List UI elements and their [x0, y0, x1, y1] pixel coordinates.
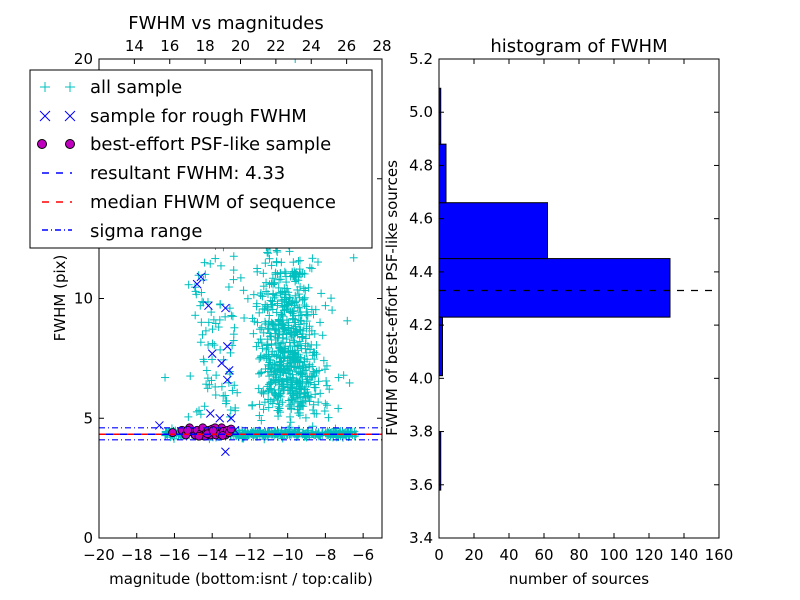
best-sample-point: [218, 431, 227, 440]
best-sample-point: [208, 426, 218, 436]
legend-label-best: best-effort PSF-like sample: [90, 134, 331, 155]
right-x-tick-label: 40: [499, 546, 518, 564]
legend-marker-x: [39, 110, 76, 122]
left-y-tick-label: 10: [74, 290, 93, 308]
legend-cross-b: [39, 110, 51, 122]
left-y-tick-label: 5: [83, 409, 93, 427]
left-points: [155, 59, 361, 457]
left-axes: −20−18−16−14−12−10−8−6051015201416182022…: [74, 37, 392, 564]
right-x-tick-label: 20: [464, 546, 483, 564]
left-x-tick-label: −12: [234, 546, 266, 564]
legend-box: [29, 69, 373, 249]
left-x-tick-label: −20: [83, 546, 115, 564]
top-x-tick-label: 28: [372, 37, 391, 55]
left-y-tick-label: 0: [83, 529, 93, 547]
rough-sample-point-b: [221, 303, 230, 313]
right-x-tick-label: 60: [534, 546, 553, 564]
rough-sample-point-b: [207, 349, 217, 358]
histogram-bar: [439, 258, 671, 318]
left-x-tick-label: −16: [159, 546, 191, 564]
histogram-bar: [439, 143, 447, 204]
right-panel: histogram of FWHM 0 20 40 60 80 100 120 140 160 3…: [383, 36, 733, 588]
right-x-tick-label: 80: [569, 546, 588, 564]
right-x-axis-label: number of sources: [509, 570, 649, 588]
left-panel: FWHM vs magnitudes −20 −18 −16 −14 −12 −10 −8−…: [29, 13, 392, 588]
legend-label-median: median FHWM of sequence: [90, 192, 336, 213]
top-x-tick-label: 24: [302, 37, 321, 55]
right-y-tick-label: 5.0: [409, 103, 433, 121]
right-y-tick-label: 3.8: [409, 423, 433, 441]
right-x-tick-label: 120: [635, 546, 664, 564]
legend-circle: [65, 139, 75, 149]
top-x-tick-label: 20: [231, 37, 250, 55]
legend-entry-sigma: sigma range: [42, 221, 202, 242]
left-x-axis-label: magnitude (bottom:isnt / top:calib): [109, 570, 373, 588]
left-reference-lines: [99, 427, 382, 441]
top-x-tick-label: 14: [125, 37, 144, 55]
rough-sample-point-b: [222, 375, 232, 385]
legend-label-sigma: sigma range: [90, 221, 202, 242]
right-y-tick-label: 3.6: [409, 476, 433, 494]
legend-entry-resultant: resultant FWHM: 4.33: [42, 163, 285, 184]
right-x-tick-label: 160: [705, 546, 734, 564]
right-x-tick-label: 140: [670, 546, 699, 564]
right-axes: 0 20 40 60 80 100 120 140 160 3.4 3.6 3.8 4.0 4.2 4.4 4…: [409, 50, 733, 564]
top-x-tick-label: 26: [337, 37, 356, 55]
best-sample-point: [226, 424, 236, 434]
rough-sample-point-b: [226, 413, 236, 423]
histogram-bar: [439, 87, 442, 145]
legend-entry-best: best-effort PSF-like sample: [37, 134, 331, 155]
rough-sample-point-b: [204, 301, 213, 311]
right-x-tick-label: 100: [600, 546, 629, 564]
histogram-bar: [439, 316, 443, 377]
left-y-axis-label: FWHM (pix): [51, 255, 69, 342]
legend-marker-circle: [37, 139, 75, 149]
left-title: FWHM vs magnitudes: [128, 13, 323, 34]
rough-sample-point-b: [217, 358, 226, 368]
legend-entry-all-sample: all sample: [40, 77, 182, 98]
rough-sample-point-b: [192, 279, 202, 289]
right-y-tick-label: 4.6: [409, 210, 433, 228]
top-x-tick-label: 22: [266, 37, 285, 55]
legend-label-resultant: resultant FWHM: 4.33: [90, 163, 285, 184]
right-y-tick-label: 3.4: [409, 529, 433, 547]
legend-cross-b: [64, 110, 76, 122]
legend-entry-median: median FHWM of sequence: [42, 192, 336, 213]
rough-sample-point-b: [221, 447, 230, 457]
left-y-tick-label: 20: [74, 50, 93, 68]
left-x-tick-label: −18: [121, 546, 153, 564]
histogram-bar: [439, 202, 548, 260]
right-y-tick-label: 4.8: [409, 156, 433, 174]
legend-marker-plus: [40, 82, 75, 92]
top-x-tick-label: 16: [160, 37, 179, 55]
right-x-tick-label: 0: [434, 546, 444, 564]
right-y-tick-label: 5.2: [409, 50, 433, 68]
rough-sample-point-b: [205, 409, 215, 418]
rough-sample-point-b: [222, 342, 232, 351]
legend-entry-rough: sample for rough FWHM: [39, 106, 307, 127]
right-title: histogram of FWHM: [490, 36, 667, 57]
rough-sample-point-b: [215, 413, 225, 423]
right-y-tick-label: 4.4: [409, 263, 433, 281]
top-x-tick-label: 18: [196, 37, 215, 55]
left-x-tick-label: −10: [272, 546, 304, 564]
right-y-axis-label: FWHM of best-effort PSF-like sources: [383, 160, 401, 436]
legend: all sample sample for rough FWHM best-ef…: [29, 69, 373, 249]
best-sample-point: [168, 428, 177, 438]
right-y-tick-label: 4.2: [409, 316, 433, 334]
histogram-bars: [439, 87, 671, 491]
rough-sample-point-b: [224, 365, 234, 375]
legend-circle: [37, 139, 47, 149]
left-x-tick-label: −6: [352, 546, 374, 564]
left-x-tick-label: −8: [314, 546, 336, 564]
best-sample-point: [194, 431, 204, 441]
legend-label-rough: sample for rough FWHM: [90, 106, 307, 127]
legend-label-all-sample: all sample: [90, 77, 182, 98]
rough-sample-point-b: [196, 272, 206, 282]
right-y-tick-label: 4.0: [409, 369, 433, 387]
left-x-tick-label: −14: [196, 546, 228, 564]
